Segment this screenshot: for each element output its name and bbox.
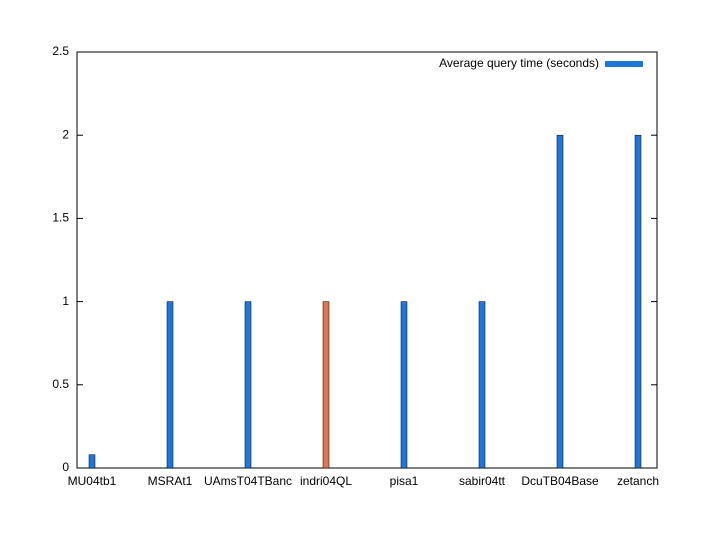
x-tick-label: MU04tb1 — [68, 474, 117, 488]
plot-frame — [76, 51, 658, 469]
y-tick-label: 2.5 — [52, 44, 69, 58]
y-tick-label: 1 — [62, 294, 69, 308]
x-tick-label: indri04QL — [300, 474, 352, 488]
x-tick-label: sabir04tt — [459, 474, 506, 488]
bar — [556, 134, 564, 469]
legend-swatch — [605, 61, 643, 67]
y-tick-label: 2 — [62, 127, 69, 141]
bar — [400, 301, 408, 469]
bar — [634, 134, 642, 469]
y-tick-label: 0.5 — [52, 377, 69, 391]
bar — [322, 301, 330, 469]
bar — [166, 301, 174, 469]
bar — [244, 301, 252, 469]
y-tick-label: 1.5 — [52, 211, 69, 225]
x-tick-label: DcuTB04Base — [521, 474, 599, 488]
y-tick-label: 0 — [62, 460, 69, 474]
bar — [478, 301, 486, 469]
x-tick-label: MSRAt1 — [148, 474, 193, 488]
x-tick-label: UAmsT04TBanc — [204, 474, 292, 488]
legend-label: Average query time (seconds) — [439, 56, 599, 70]
x-tick-label: zetanch — [617, 474, 659, 488]
x-tick-label: pisa1 — [390, 474, 419, 488]
bar — [88, 454, 96, 469]
